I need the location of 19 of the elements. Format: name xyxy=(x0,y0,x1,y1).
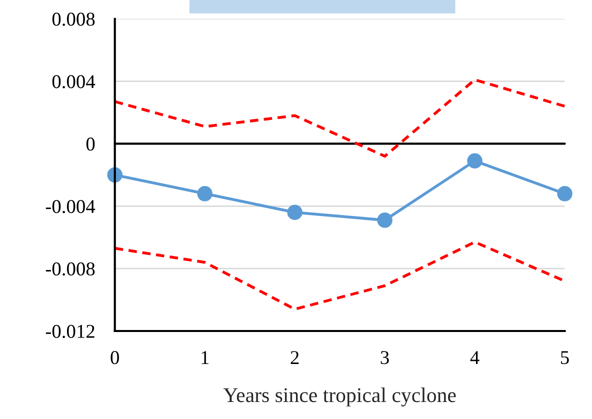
point xyxy=(197,186,212,202)
x-tick-label: 4 xyxy=(470,351,480,364)
y-tick-label: 0.008 xyxy=(52,12,95,26)
x-tick-label: 3 xyxy=(380,351,389,364)
point xyxy=(557,186,572,202)
point xyxy=(377,212,392,228)
x-tick-label: 1 xyxy=(202,351,209,364)
y-tick-label: -0.004 xyxy=(46,200,96,214)
x-tick-label: 0 xyxy=(110,351,119,364)
y-tick-label: 0.004 xyxy=(52,75,96,88)
y-tick-label: -0.008 xyxy=(46,262,95,276)
point xyxy=(467,153,482,169)
point xyxy=(287,204,302,220)
x-tick-label: 5 xyxy=(561,351,569,364)
y-tick-label: 0 xyxy=(86,138,95,151)
x-axis-title: Years since tropical cyclone xyxy=(223,388,456,406)
line-series xyxy=(113,78,566,158)
y-tick-label: -0.012 xyxy=(46,324,94,338)
x-tick-label: 2 xyxy=(290,351,299,364)
